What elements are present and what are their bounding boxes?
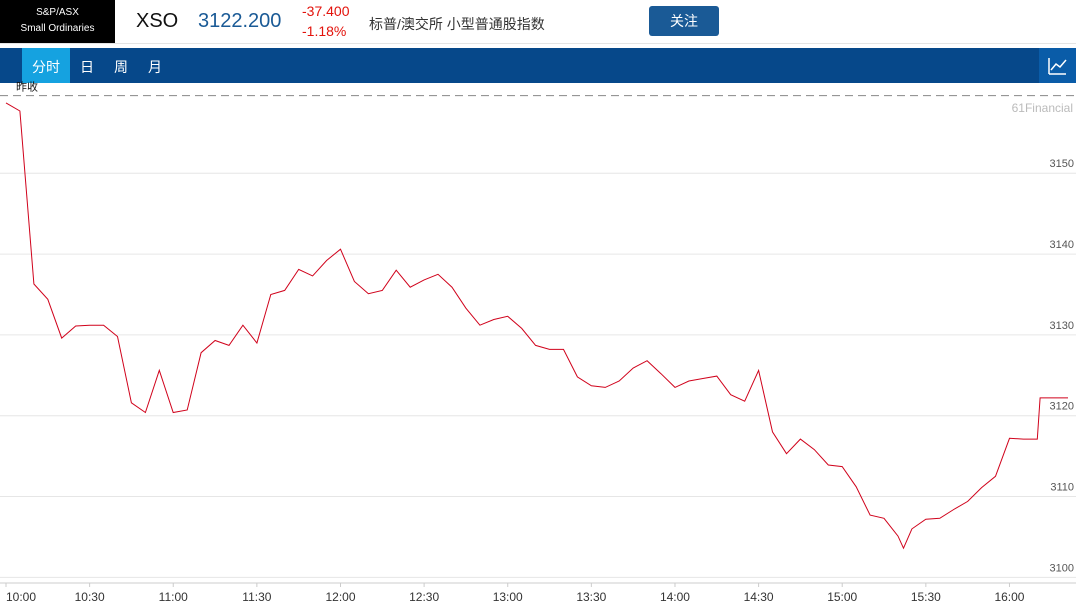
x-tick-label: 13:00: [493, 590, 523, 604]
x-tick-label: 12:30: [409, 590, 439, 604]
index-name: 标普/澳交所 小型普通股指数: [369, 16, 545, 32]
price: 3122.200: [198, 10, 282, 32]
y-tick-label: 3150: [1050, 158, 1074, 170]
tab[interactable]: 分时: [22, 48, 70, 83]
x-tick-label: 14:00: [660, 590, 690, 604]
x-tick-label: 10:30: [75, 590, 105, 604]
y-tick-label: 3100: [1050, 562, 1074, 574]
y-tick-label: 3110: [1050, 482, 1074, 494]
tab-bar: 分时 日 周 月: [0, 48, 1076, 83]
tab[interactable]: 日: [80, 59, 94, 75]
x-tick-label: 12:00: [325, 590, 355, 604]
logo-line: S&P/ASX: [36, 7, 79, 18]
change-pct: -1.18%: [302, 23, 347, 39]
tab[interactable]: 周: [114, 59, 128, 75]
x-tick-label: 15:00: [827, 590, 857, 604]
x-tick-label: 11:00: [159, 590, 188, 604]
logo-line: Small Ordinaries: [20, 23, 95, 34]
x-tick-label: 16:00: [994, 590, 1024, 604]
y-tick-label: 3140: [1050, 239, 1074, 251]
chart-toggle[interactable]: [1039, 48, 1076, 83]
symbol: XSO: [136, 10, 179, 32]
watermark: 61Financial: [1012, 101, 1073, 115]
x-tick-label: 11:30: [242, 590, 271, 604]
x-tick-label: 10:00: [6, 590, 36, 604]
x-tick-label: 13:30: [576, 590, 606, 604]
header: S&P/ASX Small Ordinaries XSO 3122.200 -3…: [0, 0, 1076, 44]
y-tick-label: 3130: [1050, 320, 1074, 332]
change: -37.400: [302, 3, 350, 19]
reference-label: 昨收: [16, 80, 38, 94]
y-tick-label: 3120: [1050, 401, 1074, 413]
x-tick-label: 15:30: [911, 590, 941, 604]
chart-icon: [1048, 58, 1067, 75]
follow-button[interactable]: 关注: [649, 6, 719, 36]
x-tick-label: 14:30: [744, 590, 774, 604]
tab[interactable]: 月: [148, 59, 162, 75]
logo: S&P/ASX Small Ordinaries: [0, 0, 115, 43]
price-line: [5, 102, 1068, 550]
